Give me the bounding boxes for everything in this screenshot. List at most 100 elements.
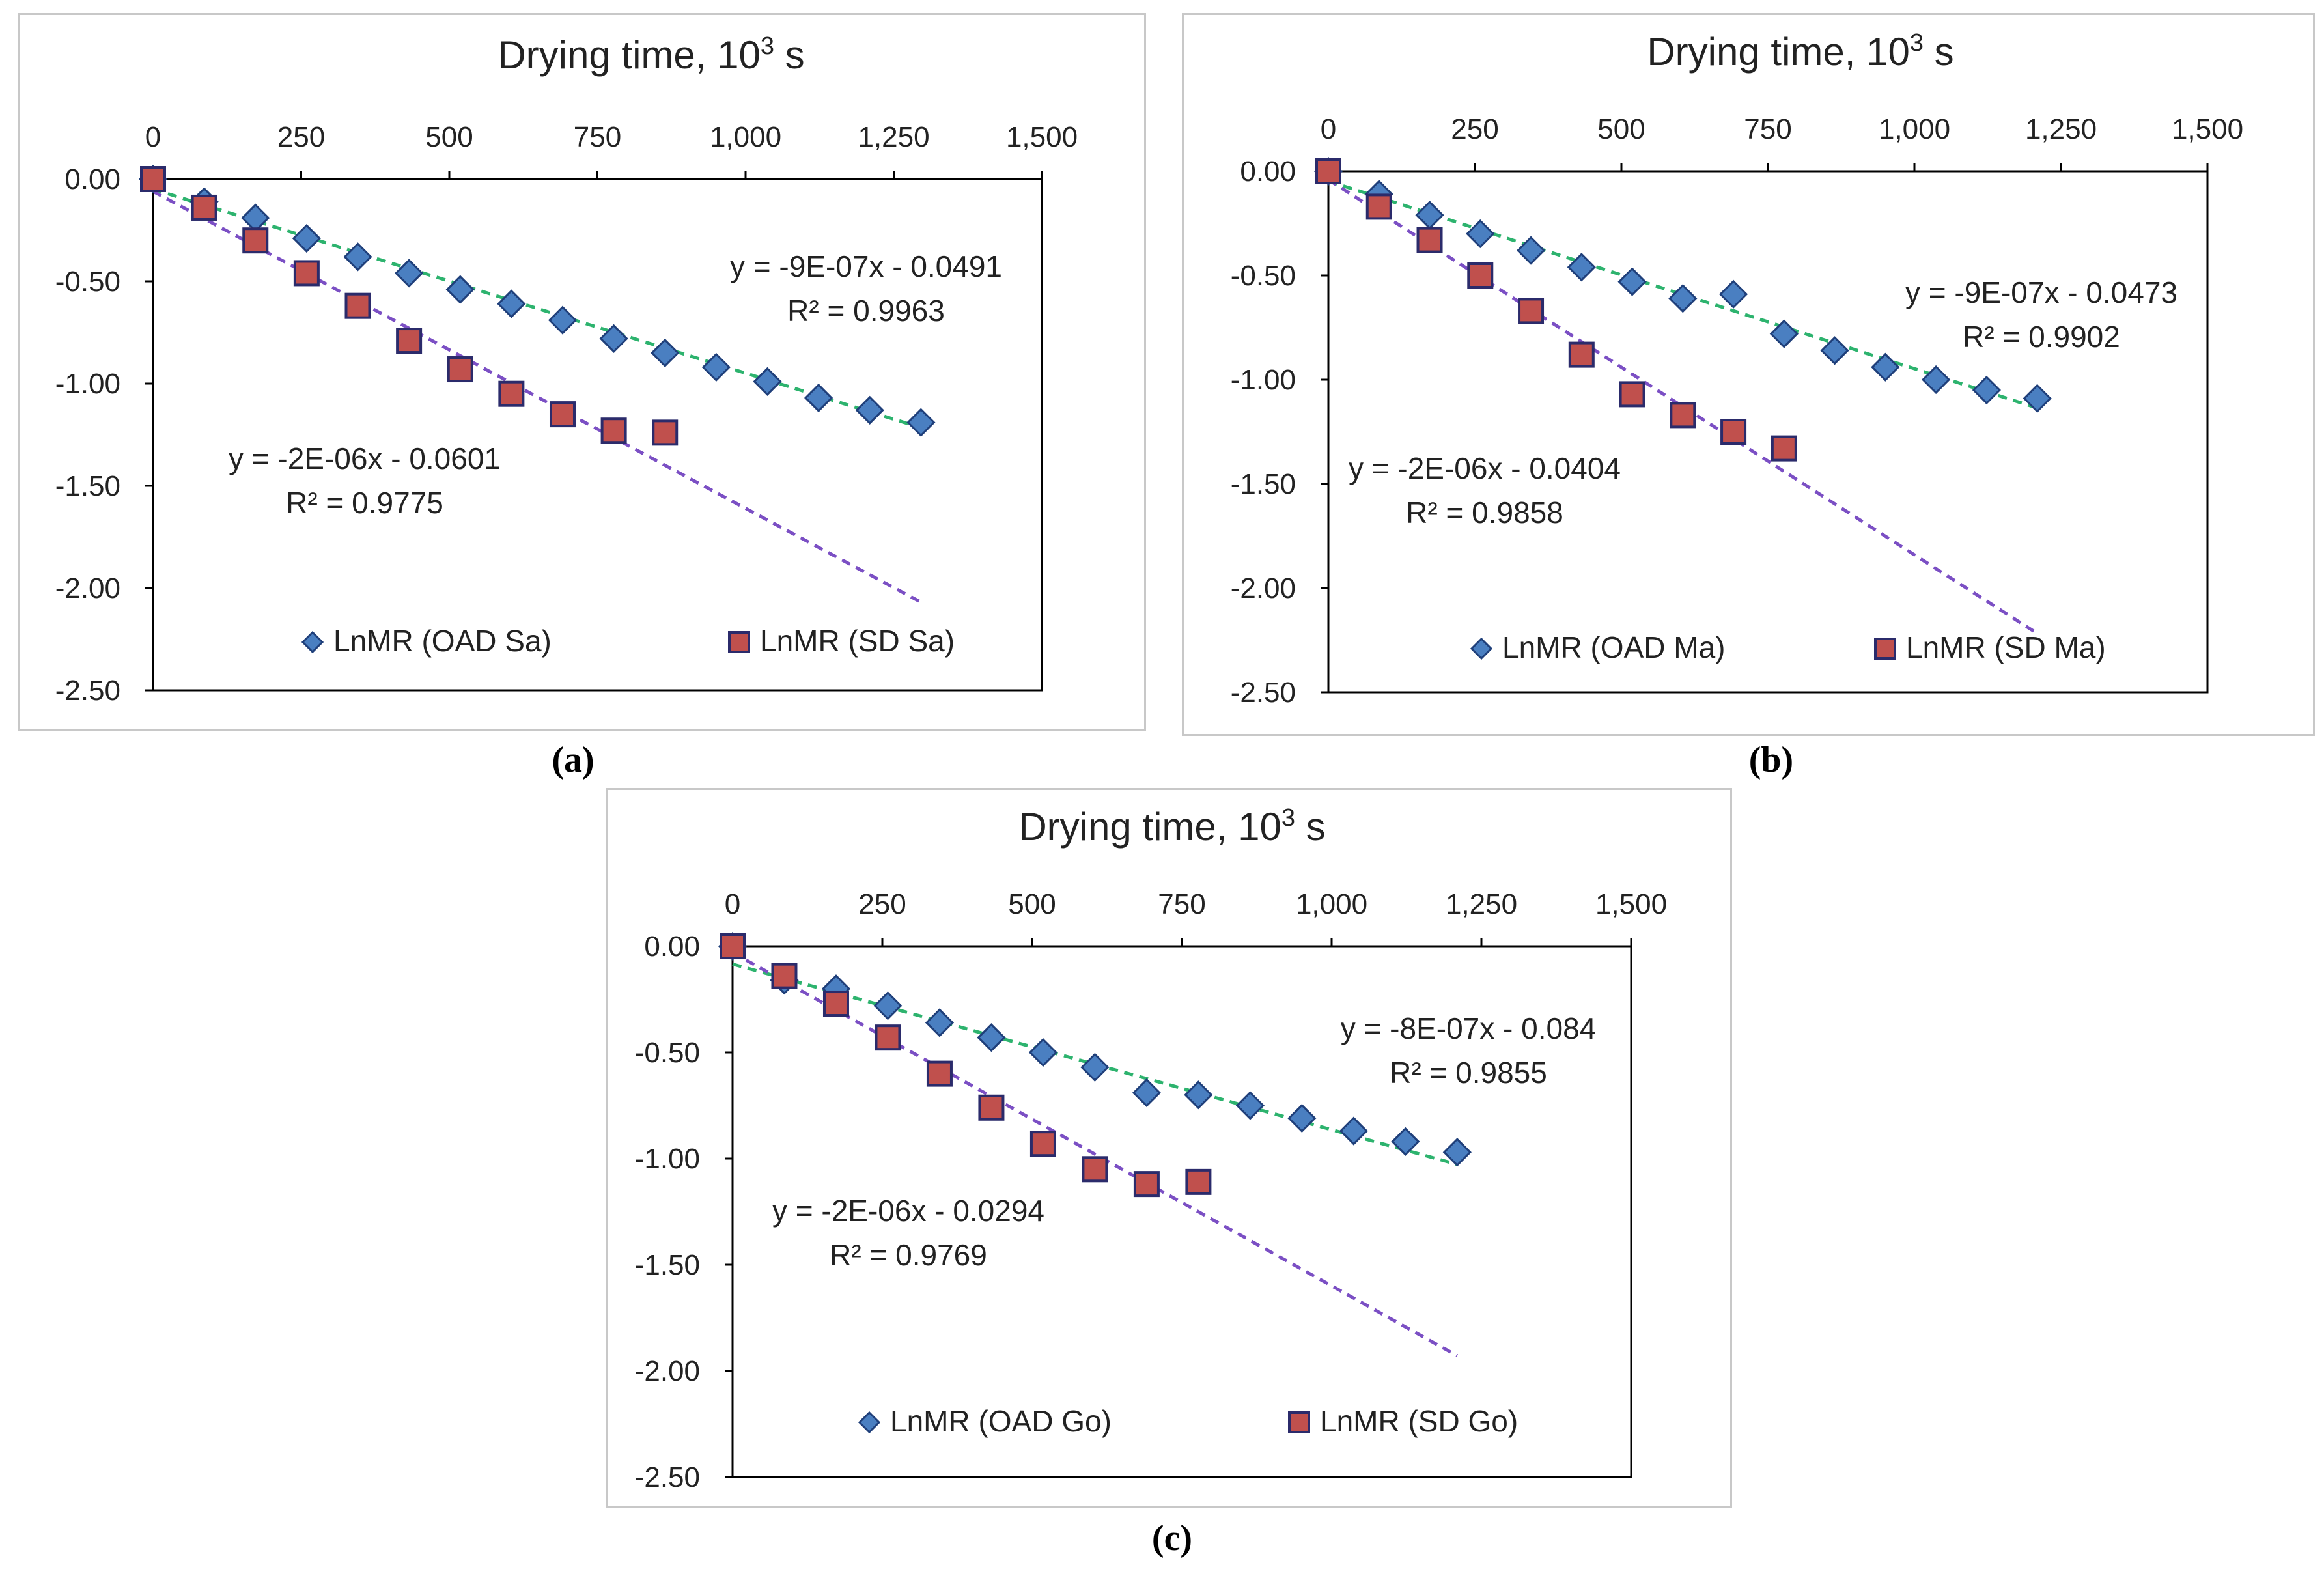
equation-b-1: y = -2E-06x - 0.0404: [1349, 451, 1621, 485]
point-c-1-0: [720, 933, 746, 959]
r-squared-c-0: R² = 0.9855: [1390, 1056, 1547, 1090]
point-a-0-15: [906, 408, 936, 437]
legend-marker-c-1: [1288, 1411, 1310, 1433]
point-b-0-8: [1718, 279, 1748, 309]
point-a-0-7: [497, 289, 526, 318]
equation-a-0: y = -9E-07x - 0.0491: [730, 249, 1002, 283]
caption-b: (b): [1748, 740, 1794, 780]
x-tick-label-c-2: 500: [1008, 888, 1056, 920]
legend-label-b-1: LnMR (SD Ma): [1906, 630, 2106, 664]
point-c-0-13: [1391, 1127, 1420, 1157]
point-b-1-2: [1416, 227, 1443, 253]
legend-label-c-0: LnMR (OAD Go): [890, 1404, 1112, 1438]
point-b-1-5: [1568, 341, 1595, 368]
point-b-1-6: [1619, 381, 1645, 408]
chart-title-c: Drying time, 103 s: [1018, 804, 1325, 849]
legend-marker-a-0: [301, 630, 324, 654]
equation-c-1: y = -2E-06x - 0.0294: [772, 1194, 1044, 1228]
x-tick-label-b-3: 750: [1744, 113, 1791, 145]
point-a-1-3: [293, 260, 320, 287]
x-tick-label-b-5: 1,250: [2025, 113, 2097, 145]
x-tick-label-b-2: 500: [1597, 113, 1645, 145]
x-tick-label-a-0: 0: [145, 121, 161, 153]
x-tick-label-a-6: 1,500: [1006, 121, 1078, 153]
point-b-0-2: [1415, 201, 1444, 230]
point-b-0-11: [1871, 352, 1900, 382]
point-a-0-5: [394, 259, 424, 288]
y-tick-label-a-3: -1.50: [55, 470, 120, 502]
point-b-0-10: [1820, 336, 1849, 365]
y-tick-label-c-0: 0.00: [644, 931, 700, 963]
point-c-0-6: [1028, 1037, 1058, 1067]
point-c-0-11: [1287, 1103, 1317, 1133]
point-a-1-5: [396, 328, 423, 354]
point-a-0-13: [804, 383, 833, 413]
point-c-0-4: [925, 1008, 955, 1037]
point-c-1-8: [1133, 1171, 1160, 1198]
panel-a-frame: [18, 13, 1146, 731]
x-tick-label-b-6: 1,500: [2172, 113, 2243, 145]
point-c-1-7: [1082, 1156, 1108, 1183]
x-tick-label-c-1: 250: [858, 888, 906, 920]
point-a-0-3: [292, 223, 321, 253]
point-a-1-2: [242, 227, 269, 254]
point-c-1-6: [1029, 1131, 1056, 1157]
point-c-1-9: [1185, 1168, 1212, 1195]
point-a-1-8: [549, 401, 576, 428]
point-b-0-5: [1567, 253, 1596, 282]
panel-c-frame: [606, 788, 1732, 1508]
point-a-0-14: [855, 395, 884, 425]
legend-label-c-1: LnMR (SD Go): [1320, 1404, 1518, 1438]
point-a-1-7: [498, 380, 525, 407]
point-c-0-9: [1184, 1080, 1213, 1110]
point-a-1-6: [447, 356, 473, 383]
point-b-0-7: [1668, 284, 1698, 313]
x-tick-label-b-0: 0: [1321, 113, 1336, 145]
point-b-1-8: [1720, 419, 1747, 445]
chart-title-a: Drying time, 103 s: [497, 33, 804, 77]
y-tick-label-b-1: -0.50: [1231, 260, 1296, 292]
x-tick-label-a-1: 250: [277, 121, 325, 153]
point-b-1-0: [1315, 158, 1341, 184]
point-c-0-3: [873, 991, 903, 1021]
point-a-0-6: [445, 275, 475, 304]
y-tick-label-a-2: -1.00: [55, 368, 120, 400]
x-tick-label-c-4: 1,000: [1296, 888, 1367, 920]
point-a-1-0: [140, 166, 166, 192]
point-c-1-2: [822, 991, 849, 1017]
r-squared-a-1: R² = 0.9775: [286, 486, 443, 520]
x-tick-label-b-1: 250: [1451, 113, 1498, 145]
chart-title-b: Drying time, 103 s: [1647, 29, 1953, 74]
x-tick-label-a-3: 750: [574, 121, 621, 153]
panel-b-frame: [1182, 13, 2315, 736]
point-c-1-5: [978, 1094, 1005, 1121]
point-c-0-14: [1442, 1138, 1472, 1167]
point-a-0-2: [241, 203, 270, 232]
point-b-0-4: [1516, 236, 1546, 265]
point-c-0-12: [1339, 1116, 1368, 1146]
legend-marker-c-0: [858, 1411, 881, 1434]
trendline-a-1: [152, 190, 922, 604]
y-tick-label-a-1: -0.50: [55, 266, 120, 298]
r-squared-c-1: R² = 0.9769: [830, 1238, 987, 1272]
y-tick-label-b-2: -1.00: [1231, 364, 1296, 396]
y-tick-label-a-0: 0.00: [64, 163, 120, 195]
y-tick-label-c-2: -1.00: [635, 1143, 700, 1175]
caption-a: (a): [552, 740, 595, 780]
legend-label-b-0: LnMR (OAD Ma): [1502, 630, 1725, 664]
y-tick-label-c-1: -0.50: [635, 1037, 700, 1069]
point-b-1-7: [1670, 402, 1696, 429]
x-tick-label-a-4: 1,000: [710, 121, 781, 153]
x-tick-label-c-3: 750: [1158, 888, 1205, 920]
point-b-0-3: [1466, 219, 1495, 249]
point-c-1-4: [926, 1060, 953, 1087]
equation-a-1: y = -2E-06x - 0.0601: [229, 442, 501, 475]
point-a-0-9: [599, 324, 628, 354]
x-tick-label-a-5: 1,250: [858, 121, 929, 153]
point-b-1-4: [1518, 298, 1545, 324]
point-b-0-9: [1769, 319, 1799, 348]
legend-marker-b-1: [1874, 638, 1896, 660]
r-squared-a-0: R² = 0.9963: [787, 294, 945, 328]
point-a-0-8: [548, 305, 578, 335]
point-b-1-1: [1365, 193, 1392, 220]
